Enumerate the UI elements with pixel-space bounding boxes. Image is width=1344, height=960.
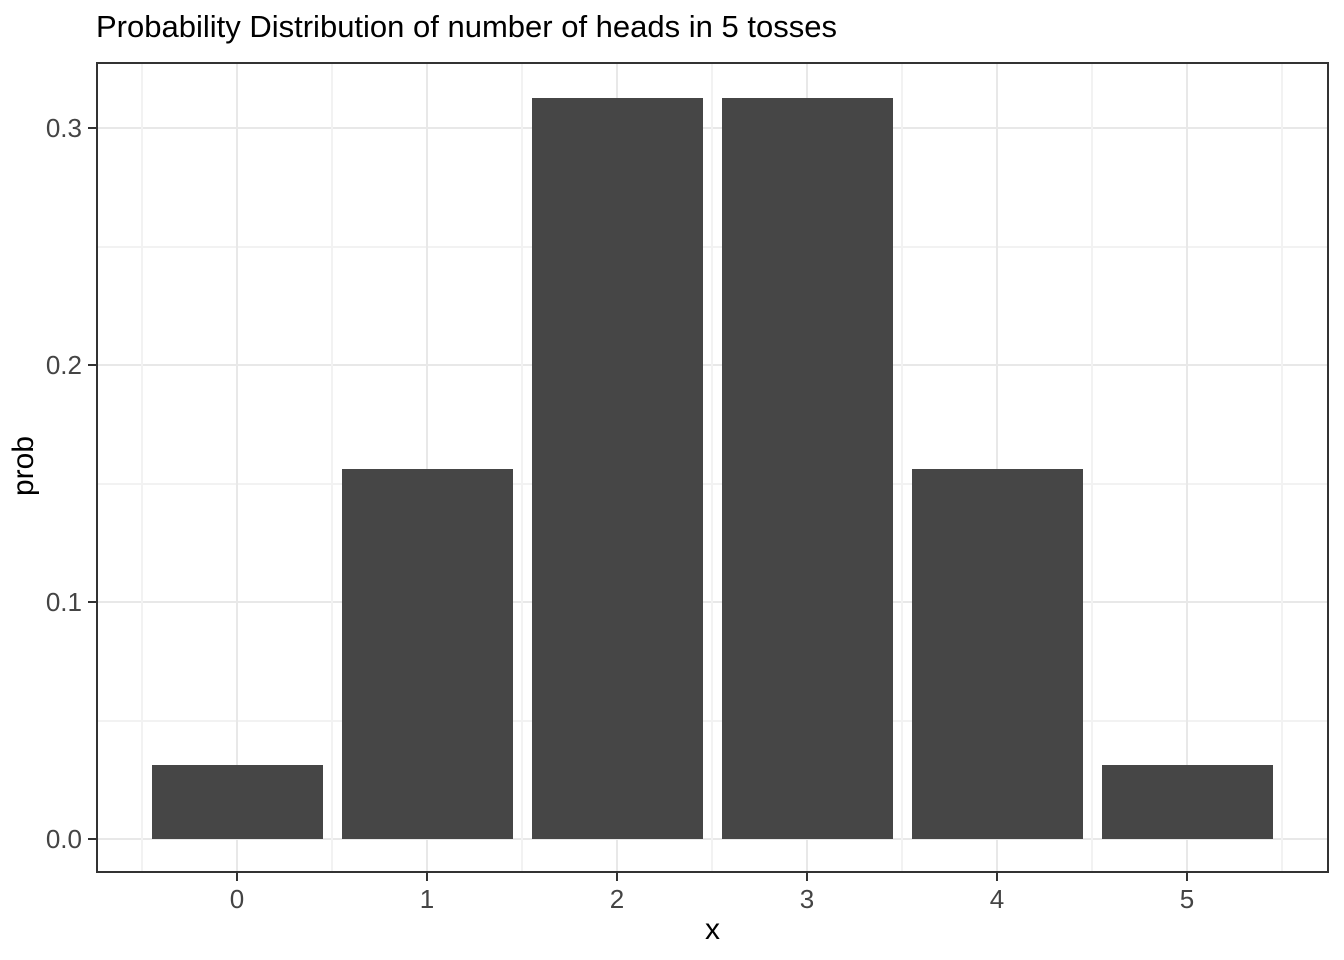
y-tick-label: 0.3 xyxy=(45,113,82,143)
x-tick-label: 3 xyxy=(799,884,815,914)
x-minor-gridline xyxy=(1281,62,1283,873)
y-tick-label: 0.0 xyxy=(45,824,82,854)
bar xyxy=(1101,764,1273,839)
x-minor-gridline xyxy=(901,62,903,873)
chart-title: Probability Distribution of number of he… xyxy=(96,9,837,44)
x-tick-label: 5 xyxy=(1179,884,1195,914)
x-major-gridline xyxy=(236,62,238,873)
x-major-gridline xyxy=(426,62,428,873)
x-tick-mark xyxy=(996,873,998,881)
x-minor-gridline xyxy=(141,62,143,873)
y-tick-mark xyxy=(88,364,96,366)
y-tick-mark xyxy=(88,127,96,129)
x-minor-gridline xyxy=(521,62,523,873)
x-axis-title: x xyxy=(705,913,720,946)
y-tick-mark xyxy=(88,838,96,840)
x-tick-mark xyxy=(806,873,808,881)
y-tick-mark xyxy=(88,601,96,603)
x-major-gridline xyxy=(996,62,998,873)
x-tick-label: 0 xyxy=(229,884,245,914)
y-axis-title: prob xyxy=(7,435,40,496)
bar xyxy=(341,468,513,839)
x-tick-label: 4 xyxy=(989,884,1005,914)
x-tick-label: 2 xyxy=(609,884,625,914)
y-tick-label: 0.2 xyxy=(45,350,82,380)
x-tick-label: 1 xyxy=(419,884,435,914)
x-minor-gridline xyxy=(331,62,333,873)
bar xyxy=(531,98,703,839)
bar xyxy=(911,468,1083,839)
x-tick-mark xyxy=(1186,873,1188,881)
plot-panel xyxy=(96,62,1329,873)
y-tick-label: 0.1 xyxy=(45,587,82,617)
x-minor-gridline xyxy=(1091,62,1093,873)
x-tick-mark xyxy=(236,873,238,881)
bar xyxy=(151,764,323,839)
bar xyxy=(721,98,893,839)
x-major-gridline xyxy=(1186,62,1188,873)
x-minor-gridline xyxy=(711,62,713,873)
x-tick-mark xyxy=(426,873,428,881)
x-tick-mark xyxy=(616,873,618,881)
